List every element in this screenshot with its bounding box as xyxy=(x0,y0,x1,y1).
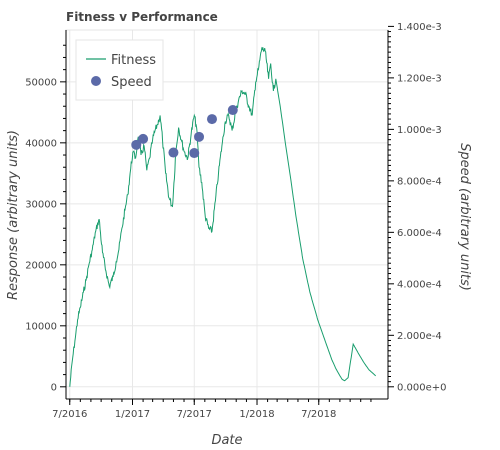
legend-box xyxy=(75,39,164,101)
x-tick-label: 1/2018 xyxy=(239,409,274,420)
x-tick-label: 7/2017 xyxy=(177,409,212,420)
y2-tick-label: 2.000e-4 xyxy=(397,331,442,342)
y2-tick-label: 1.200e-3 xyxy=(397,73,442,84)
y-tick-label: 30000 xyxy=(25,199,57,210)
x-axis-title: Date xyxy=(211,433,242,448)
y2-tick-label: 6.000e-4 xyxy=(397,228,442,239)
y2-tick-label: 1.400e-3 xyxy=(397,22,442,33)
y-tick-label: 40000 xyxy=(25,138,57,149)
speed-point xyxy=(138,133,149,144)
y2-tick-label: 4.000e-4 xyxy=(397,279,442,290)
speed-point xyxy=(227,105,238,116)
fitness-line xyxy=(69,46,377,387)
y2-tick-label: 0.000e+0 xyxy=(397,382,447,393)
legend: Fitness Speed xyxy=(75,39,164,101)
chart-title: Fitness v Performance xyxy=(66,10,218,24)
speed-point xyxy=(189,148,200,159)
x-tick-label: 7/2016 xyxy=(52,409,87,420)
speed-point xyxy=(131,139,142,150)
x-tick-label: 1/2017 xyxy=(115,409,150,420)
legend-speed-label: Speed xyxy=(111,75,152,90)
y2-axis-title: Speed (arbitrary units) xyxy=(457,143,472,291)
legend-fitness-label: Fitness xyxy=(111,53,156,68)
y-tick-label: 10000 xyxy=(25,321,57,332)
y-tick-label: 20000 xyxy=(25,260,57,271)
speed-point xyxy=(168,147,179,158)
speed-point xyxy=(194,131,205,142)
speed-point xyxy=(206,114,217,125)
series-layer xyxy=(69,46,377,387)
y2-tick-label: 8.000e-4 xyxy=(397,176,442,187)
y2-tick-label: 1.000e-3 xyxy=(397,125,442,136)
y-tick-label: 50000 xyxy=(25,77,57,88)
y-axis-title: Response (arbitrary units) xyxy=(6,130,21,300)
axis-ticks: 7/2016 1/2017 7/2017 1/2018 7/2018 0 10000 2000… xyxy=(25,22,446,420)
y-tick-label: 0 xyxy=(51,382,57,393)
x-tick-label: 7/2018 xyxy=(301,409,336,420)
legend-speed-marker xyxy=(91,76,101,86)
